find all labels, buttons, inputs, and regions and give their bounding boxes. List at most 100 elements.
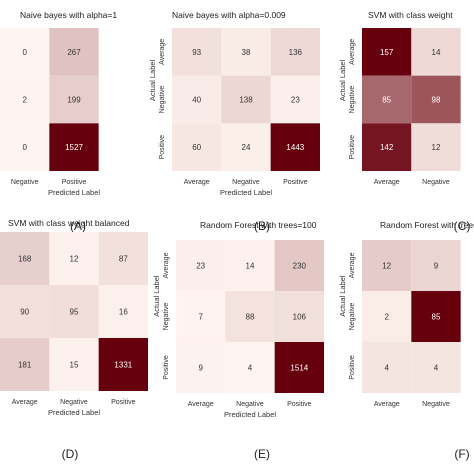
cell-value-label: 199 [67, 96, 81, 105]
heatmap-cell [98, 338, 148, 391]
heatmap-cell [172, 123, 222, 171]
y-tick-label: Positive [163, 355, 170, 380]
heatmap-cell [0, 75, 50, 124]
heatmap-cell [0, 338, 50, 391]
panel-label: (B) [254, 219, 270, 233]
cell-value-label: 4 [434, 364, 439, 373]
cell-value-label: 9 [434, 262, 439, 271]
x-tick-label: Positive [283, 179, 308, 186]
heatmap-cell [411, 75, 461, 124]
cell-value-label: 23 [291, 96, 300, 105]
cell-value-label: 0 [22, 48, 27, 57]
cell-value-label: 12 [70, 255, 79, 264]
heatmap-cell [49, 123, 99, 171]
x-tick-label: Average [374, 401, 400, 408]
panel-label: (F) [454, 447, 469, 461]
heatmap-cell [411, 123, 461, 171]
cell-value-label: 2 [22, 96, 27, 105]
x-axis-label: Predicted Label [48, 408, 100, 417]
x-axis-label: Predicted Label [220, 188, 272, 197]
heatmap-cell [176, 291, 226, 342]
panel-label: (D) [62, 447, 79, 461]
cell-value-label: 16 [119, 308, 128, 317]
y-tick-label: Negative [163, 303, 170, 331]
cell-value-label: 0 [22, 143, 27, 152]
heatmap-cell [221, 28, 271, 76]
y-axis-label: Actual Label [148, 59, 157, 101]
heatmap-cell [172, 28, 222, 76]
cell-value-label: 1331 [114, 361, 132, 370]
chart-title: Random Forest with trees=100 [200, 220, 317, 230]
heatmap-panel-f: Random Forest with trees 12 9 2 85 4 4 Average N… [338, 220, 474, 461]
cell-value-label: 90 [20, 308, 29, 317]
cell-value-label: 142 [380, 143, 394, 152]
y-tick-label: Positive [159, 135, 166, 160]
cell-value-label: 14 [246, 262, 255, 271]
cell-value-label: 87 [119, 255, 128, 264]
heatmap-cell [0, 28, 50, 76]
heatmap-cell [172, 75, 222, 124]
y-tick-label: Negative [349, 86, 356, 114]
heatmap-cell [221, 123, 271, 171]
cell-value-label: 40 [192, 96, 201, 105]
heatmap-cell [49, 232, 99, 285]
chart-title: SVM with class weight [368, 10, 453, 20]
y-tick-label: Positive [349, 135, 356, 160]
heatmap-panel-a: Naive bayes with alpha=1 0 267 2 199 0 1527 Neg… [0, 10, 117, 233]
x-tick-label: Positive [62, 179, 87, 186]
heatmap-cell [274, 291, 324, 342]
cell-value-label: 157 [380, 48, 394, 57]
cell-value-label: 138 [239, 96, 253, 105]
cell-value-label: 38 [242, 48, 251, 57]
cell-value-label: 85 [432, 313, 441, 322]
heatmap-cell [270, 28, 320, 76]
heatmap-cell [49, 28, 99, 76]
y-tick-label: Negative [159, 86, 166, 114]
chart-title: Naive bayes with alpha=0.009 [172, 10, 286, 20]
heatmap-cell [176, 342, 226, 393]
heatmap-cell [411, 291, 461, 342]
heatmap-cell [0, 285, 50, 338]
heatmap-cell [49, 285, 99, 338]
heatmap-cell [49, 338, 99, 391]
y-tick-label: Average [349, 39, 356, 65]
cell-value-label: 98 [432, 96, 441, 105]
x-tick-label: Average [188, 401, 214, 408]
heatmap-cell [270, 123, 320, 171]
cell-value-label: 12 [382, 262, 391, 271]
cell-value-label: 1527 [65, 143, 83, 152]
heatmap-cell [221, 75, 271, 124]
x-tick-label: Average [184, 179, 210, 186]
y-tick-label: Average [349, 252, 356, 278]
cell-value-label: 2 [384, 313, 389, 322]
x-axis-label: Predicted Label [224, 410, 276, 419]
chart-title: SVM with class weight balanced [8, 218, 130, 228]
heatmap-panel-b: Naive bayes with alpha=0.009 93 38 136 40 138… [148, 10, 320, 233]
x-tick-label: Average [374, 179, 400, 186]
cell-value-label: 106 [293, 313, 307, 322]
cell-value-label: 181 [18, 361, 32, 370]
heatmap-cell [362, 291, 412, 342]
y-tick-label: Positive [349, 355, 356, 380]
cell-value-label: 4 [248, 364, 253, 373]
cell-value-label: 9 [198, 364, 203, 373]
cell-value-label: 1443 [286, 143, 304, 152]
panel-label: (C) [454, 219, 471, 233]
heatmap-cell [176, 240, 226, 291]
cell-value-label: 12 [432, 143, 441, 152]
heatmap-cell [225, 342, 275, 393]
heatmap-cell [274, 240, 324, 291]
cell-value-label: 95 [70, 308, 79, 317]
x-tick-label: Positive [287, 401, 312, 408]
heatmap-panel-d: SVM with class weight balanced 168 12 87 90 9… [0, 218, 148, 461]
x-tick-label: Negative [422, 401, 450, 408]
cell-value-label: 267 [67, 48, 81, 57]
x-tick-label: Negative [60, 399, 88, 406]
heatmap-cell [362, 75, 412, 124]
x-axis-label: Predicted Label [48, 188, 100, 197]
heatmap-cell [411, 342, 461, 393]
x-tick-label: Negative [422, 179, 450, 186]
heatmap-panel-c: SVM with class weight 157 14 85 98 142 12 Avera… [338, 10, 470, 233]
x-tick-label: Negative [236, 401, 264, 408]
